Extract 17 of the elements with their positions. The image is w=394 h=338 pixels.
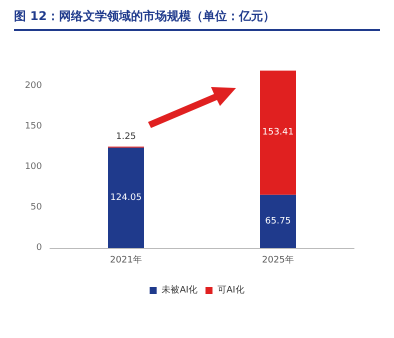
x-tick-label: 2021年 [110,254,142,266]
bar [108,148,144,248]
chart-title: 图 12：网络文学领域的市场规模（单位：亿元） [14,8,380,31]
y-tick-label: 50 [30,202,42,213]
y-tick-label: 100 [24,162,42,172]
y-tick-label: 200 [24,81,42,92]
y-tick-label: 150 [24,122,42,132]
legend-label: 可AI化 [218,284,244,296]
data-label: 153.41 [262,128,294,138]
y-tick-label: 0 [36,243,42,253]
bar [260,70,296,195]
x-tick-label: 2025年 [262,254,294,266]
legend-label: 未被AI化 [162,284,198,296]
data-label: 65.75 [265,216,291,226]
data-label: 1.25 [116,132,136,142]
data-label: 124.05 [110,192,142,203]
bar [260,194,296,248]
